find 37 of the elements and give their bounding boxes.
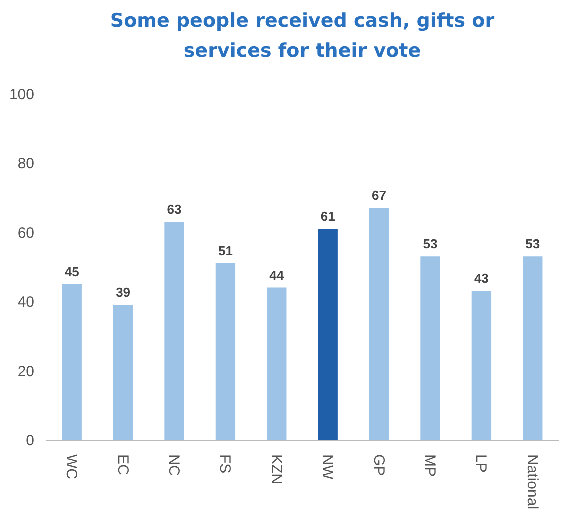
data-label: 43 [474,271,489,286]
bar [216,264,236,440]
bar [113,305,134,440]
y-tick-label: 80 [18,156,34,173]
bar [267,288,287,440]
x-tick-label: National [524,454,541,510]
x-tick-label: NW [319,454,336,480]
bar [523,256,543,440]
x-tick-label: WC [63,454,80,480]
data-label: 53 [423,236,438,252]
bar [472,291,492,440]
x-tick-label: LP [472,454,490,473]
data-label: 45 [64,264,80,280]
bar [420,256,440,440]
y-tick-label: 20 [18,363,34,380]
data-label: 67 [372,188,387,204]
bar [318,228,338,440]
x-tick-label: MP [421,454,438,477]
bar [164,222,184,440]
data-label: 44 [270,268,285,283]
data-label: 63 [167,202,182,218]
bar [369,208,390,440]
data-label: 51 [218,244,233,259]
x-tick-label: GP [370,454,388,476]
bar [62,284,82,440]
data-label: 61 [320,208,336,224]
y-tick-label: 40 [18,294,34,312]
x-tick-label: FS [216,454,234,474]
y-tick-label: 100 [9,86,34,104]
data-label: 39 [116,285,131,300]
x-tick-label: NC [166,454,183,476]
x-tick-label: KZN [268,454,285,484]
chart-title: Some people received cash, gifts or services for their vote [110,10,496,62]
x-tick-label: EC [114,454,132,476]
y-tick-label: 60 [18,224,34,242]
data-label: 53 [526,236,540,252]
y-tick-label: 0 [26,432,34,450]
